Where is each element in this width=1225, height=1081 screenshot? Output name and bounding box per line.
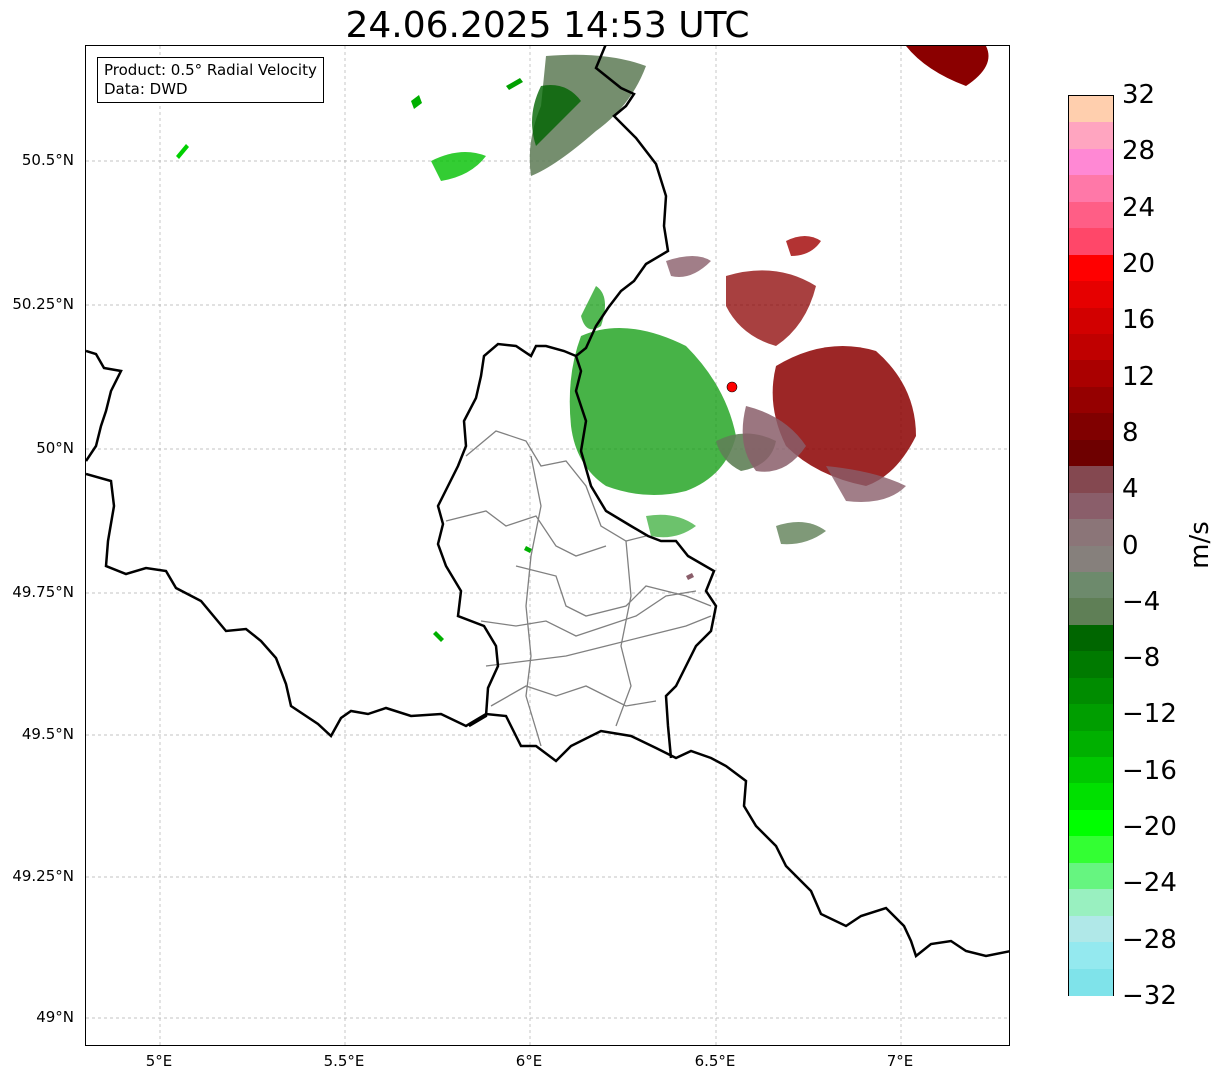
colorbar-segment (1069, 809, 1113, 837)
colorbar-tick-label: 8 (1122, 417, 1139, 448)
internal-boundaries (445, 430, 712, 747)
radar-site-marker[interactable] (726, 381, 738, 393)
colorbar-segment (1069, 492, 1113, 520)
colorbar-tick-label: −8 (1122, 643, 1161, 674)
map-title: 24.06.2025 14:53 UTC (345, 5, 750, 46)
colorbar-segment (1069, 281, 1113, 309)
colorbar-tick-label: −24 (1122, 868, 1177, 899)
colorbar-tick-label: 28 (1122, 136, 1156, 167)
velocity-echoes-receding (666, 46, 989, 580)
colorbar-segment (1069, 333, 1113, 361)
national-borders (86, 46, 1009, 959)
colorbar-segment (1069, 175, 1113, 203)
colorbar-tick-label: 32 (1122, 80, 1156, 110)
colorbar-segment (1069, 148, 1113, 176)
colorbar-tick-label: −16 (1122, 755, 1177, 786)
colorbar-tick-label: 12 (1122, 361, 1156, 392)
colorbar-segment (1069, 598, 1113, 626)
map-canvas (86, 46, 1009, 1045)
colorbar-tick-label: −20 (1122, 812, 1177, 843)
colorbar-tick-label: 24 (1122, 192, 1156, 223)
colorbar-segment (1069, 360, 1113, 388)
colorbar (1068, 95, 1114, 996)
colorbar-segment (1069, 651, 1113, 679)
lon-tick-label: 6°E (515, 1052, 543, 1070)
colorbar-segment (1069, 254, 1113, 282)
colorbar-segment (1069, 122, 1113, 150)
colorbar-tick-label: 20 (1122, 248, 1156, 279)
colorbar-tick-label: 16 (1122, 305, 1156, 336)
graticule (86, 46, 1009, 1045)
lat-tick-label: 49.75°N (12, 583, 74, 601)
lat-tick-label: 49.5°N (21, 725, 74, 743)
colorbar-segment (1069, 571, 1113, 599)
colorbar-segment (1069, 889, 1113, 917)
colorbar-segment (1069, 413, 1113, 441)
colorbar-segment (1069, 704, 1113, 732)
colorbar-segment (1069, 783, 1113, 811)
product-label: Product: 0.5° Radial Velocity (104, 61, 317, 79)
lat-tick-label: 49.25°N (12, 867, 74, 885)
colorbar-tick-label: −4 (1122, 586, 1161, 617)
colorbar-segment (1069, 96, 1113, 124)
colorbar-segment (1069, 624, 1113, 652)
lat-tick-label: 50.25°N (12, 295, 74, 313)
colorbar-segment (1069, 757, 1113, 785)
colorbar-segment (1069, 519, 1113, 547)
colorbar-segment (1069, 545, 1113, 573)
colorbar-tick-label: −12 (1122, 699, 1177, 730)
colorbar-segment (1069, 677, 1113, 705)
colorbar-segment (1069, 466, 1113, 494)
colorbar-segment (1069, 836, 1113, 864)
colorbar-segment (1069, 386, 1113, 414)
colorbar-segment (1069, 730, 1113, 758)
lat-tick-label: 50°N (36, 439, 74, 457)
data-source-label: Data: DWD (104, 80, 188, 98)
lon-tick-label: 5°E (145, 1052, 173, 1070)
colorbar-tick-label: 4 (1122, 474, 1139, 505)
colorbar-segment (1069, 307, 1113, 335)
map-panel[interactable] (85, 45, 1010, 1046)
colorbar-segment (1069, 439, 1113, 467)
lon-tick-label: 5.5°E (323, 1052, 365, 1070)
lon-tick-label: 7°E (886, 1052, 914, 1070)
info-box: Product: 0.5° Radial Velocity Data: DWD (97, 57, 324, 103)
colorbar-segment (1069, 942, 1113, 970)
colorbar-segment (1069, 968, 1113, 996)
colorbar-unit-label: m/s (1185, 521, 1215, 569)
colorbar-tick-label: −28 (1122, 924, 1177, 955)
colorbar-tick-label: 0 (1122, 530, 1139, 561)
colorbar-segment (1069, 201, 1113, 229)
lat-tick-label: 49°N (36, 1008, 74, 1026)
colorbar-tick-label: −32 (1122, 981, 1177, 1011)
velocity-echoes-approaching (176, 54, 826, 642)
lon-tick-label: 6.5°E (694, 1052, 736, 1070)
colorbar-segment (1069, 228, 1113, 256)
colorbar-segment (1069, 862, 1113, 890)
colorbar-segment (1069, 915, 1113, 943)
lat-tick-label: 50.5°N (21, 151, 74, 169)
